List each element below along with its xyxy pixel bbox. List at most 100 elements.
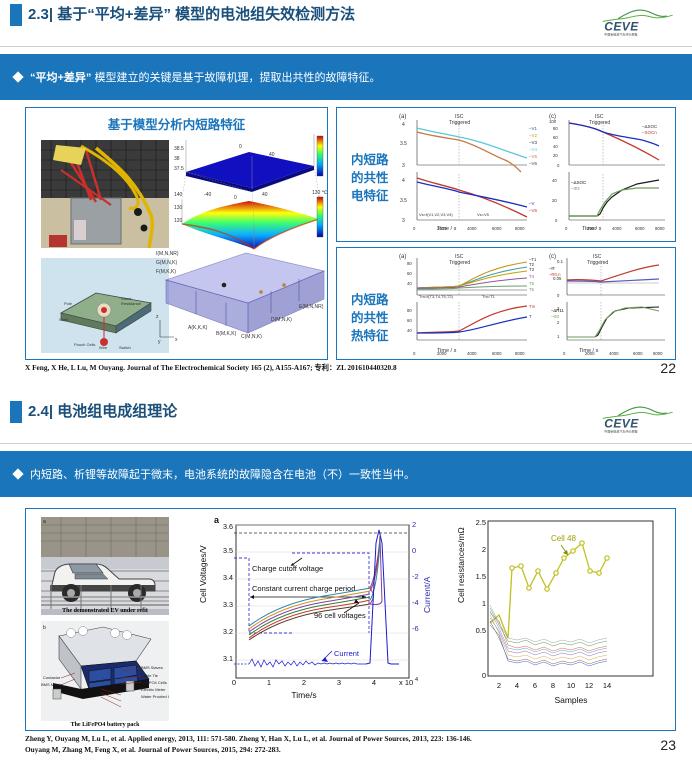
- svg-text:Triggered: Triggered: [587, 260, 608, 266]
- svg-text:Vs=f(V1,V2,V3,V4): Vs=f(V1,V2,V3,V4): [419, 212, 453, 217]
- svg-text:0.1: 0.1: [557, 259, 564, 264]
- svg-text:Resistance: Resistance: [121, 301, 142, 306]
- svg-text:(a): (a): [399, 114, 406, 120]
- svg-text:4: 4: [372, 678, 376, 687]
- svg-text:Contactor: Contactor: [43, 675, 61, 680]
- svg-text:-2: -2: [412, 572, 419, 581]
- svg-text:3.2: 3.2: [223, 627, 233, 636]
- svg-text:2: 2: [482, 545, 486, 554]
- svg-text:3.6: 3.6: [223, 522, 233, 531]
- svg-text:0: 0: [234, 195, 237, 201]
- svg-text:B(M,K,K): B(M,K,K): [216, 331, 237, 337]
- svg-text:–Φ2: –Φ2: [571, 186, 580, 191]
- svg-text:100: 100: [549, 119, 557, 124]
- svg-text:Electric Meter: Electric Meter: [141, 687, 166, 692]
- svg-text:-6: -6: [412, 624, 419, 633]
- svg-text:BMS Master: BMS Master: [41, 682, 64, 687]
- svg-text:6000: 6000: [633, 351, 643, 356]
- svg-text:40: 40: [269, 152, 275, 158]
- svg-text:Wire: Wire: [99, 345, 108, 350]
- svg-text:1.5: 1.5: [476, 572, 486, 581]
- svg-text:40: 40: [552, 178, 557, 183]
- svg-text:Current/A: Current/A: [422, 576, 432, 613]
- svg-text:T4: T4: [529, 274, 535, 279]
- svg-text:I(M,N,NR): I(M,N,NR): [156, 251, 179, 257]
- svg-text:3.3: 3.3: [223, 600, 233, 609]
- svg-text:0: 0: [555, 218, 558, 223]
- svg-text:–V5: –V5: [529, 154, 538, 159]
- svg-text:F(M,K,K): F(M,K,K): [156, 269, 176, 275]
- svg-text:4000: 4000: [467, 351, 477, 356]
- svg-text:G(M,N,K): G(M,N,K): [156, 260, 177, 266]
- svg-text:2: 2: [302, 678, 306, 687]
- svg-text:96 cell voltages: 96 cell voltages: [314, 611, 366, 620]
- svg-text:4: 4: [402, 178, 405, 184]
- svg-text:2000: 2000: [587, 226, 597, 231]
- svg-text:80: 80: [407, 308, 412, 313]
- svg-text:120: 120: [174, 218, 183, 224]
- svg-text:0.5: 0.5: [476, 626, 486, 635]
- svg-text:0: 0: [557, 163, 560, 168]
- svg-text:3: 3: [402, 218, 405, 224]
- svg-text:Samples: Samples: [554, 695, 587, 705]
- svg-text:6: 6: [533, 681, 537, 690]
- svg-text:Cell 48: Cell 48: [551, 534, 576, 543]
- svg-text:2: 2: [497, 681, 501, 690]
- svg-text:1: 1: [267, 678, 271, 687]
- svg-text:4: 4: [402, 122, 405, 128]
- svg-text:2: 2: [557, 320, 560, 325]
- svg-text:x: x: [175, 337, 178, 343]
- svg-text:Water Proofed Case: Water Proofed Case: [141, 694, 169, 699]
- svg-text:1: 1: [557, 334, 560, 339]
- svg-text:0: 0: [239, 144, 242, 150]
- svg-text:–V6: –V6: [529, 208, 538, 213]
- svg-text:40: 40: [407, 328, 412, 333]
- svg-text:40 ℃: 40 ℃: [314, 134, 327, 135]
- svg-text:–R': –R': [549, 266, 555, 271]
- svg-text:Switch: Switch: [119, 345, 131, 350]
- svg-text:6000: 6000: [492, 351, 502, 356]
- svg-text:0: 0: [413, 226, 416, 231]
- svg-text:12: 12: [585, 681, 593, 690]
- svg-text:40: 40: [407, 281, 412, 286]
- svg-text:Current: Current: [334, 649, 360, 658]
- svg-text:8: 8: [551, 681, 555, 690]
- svg-text:0: 0: [565, 226, 568, 231]
- svg-text:3.5: 3.5: [223, 546, 233, 555]
- svg-text:80: 80: [553, 126, 558, 131]
- svg-text:3.4: 3.4: [223, 573, 233, 582]
- svg-text:–SOCn: –SOCn: [642, 130, 657, 135]
- svg-text:60: 60: [407, 318, 412, 323]
- svg-text:8000: 8000: [515, 226, 525, 231]
- svg-text:3.5: 3.5: [400, 198, 407, 204]
- svg-text:2000: 2000: [437, 351, 447, 356]
- svg-text:(a): (a): [399, 254, 406, 260]
- svg-text:T6: T6: [529, 287, 535, 292]
- svg-text:Pouch Cells: Pouch Cells: [74, 342, 95, 347]
- svg-text:0: 0: [413, 351, 416, 356]
- svg-text:0: 0: [412, 546, 416, 555]
- svg-text:-40: -40: [204, 192, 211, 198]
- svg-text:3: 3: [337, 678, 341, 687]
- svg-text:A(K,K,K): A(K,K,K): [188, 325, 208, 331]
- svg-text:0: 0: [557, 293, 560, 298]
- svg-text:14: 14: [603, 681, 611, 690]
- svg-text:3.5: 3.5: [400, 141, 407, 147]
- svg-text:BMS Slaves: BMS Slaves: [141, 665, 163, 670]
- svg-text:0: 0: [482, 671, 486, 680]
- svg-text:Time/s: Time/s: [291, 690, 316, 700]
- svg-text:2.5: 2.5: [476, 518, 486, 527]
- svg-text:60: 60: [553, 135, 558, 140]
- svg-text:130 ℃: 130 ℃: [312, 190, 328, 196]
- svg-text:Tm=T1: Tm=T1: [482, 294, 496, 299]
- svg-text:4000: 4000: [609, 351, 619, 356]
- svg-text:–V1: –V1: [529, 126, 538, 131]
- svg-text:Pole: Pole: [64, 301, 73, 306]
- svg-text:–ΔR11: –ΔR11: [551, 308, 564, 313]
- svg-text:4000: 4000: [612, 226, 622, 231]
- svg-text:Charge cutoff voltage: Charge cutoff voltage: [252, 564, 323, 573]
- svg-text:2000: 2000: [437, 226, 447, 231]
- svg-text:y: y: [158, 339, 161, 345]
- svg-text:D(M,N,K): D(M,N,K): [271, 317, 292, 323]
- svg-text:–Φ2: –Φ2: [551, 314, 560, 319]
